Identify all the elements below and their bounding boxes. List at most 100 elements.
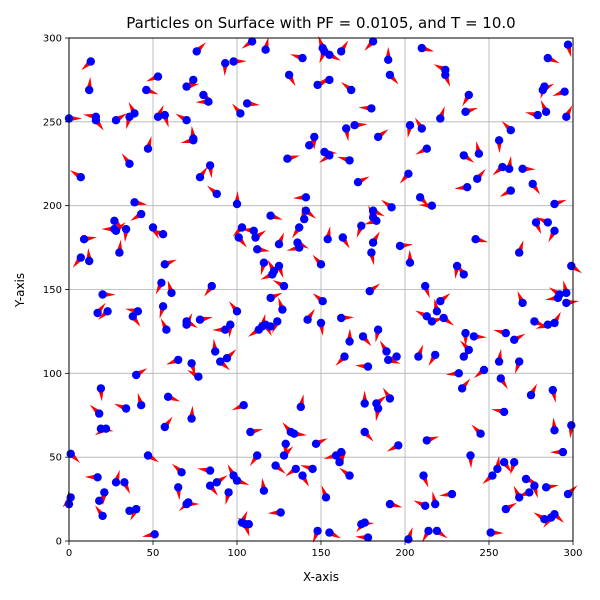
particle-point [325,75,334,85]
particle-point [387,203,396,212]
particle-point [530,481,539,490]
y-tick-label: 250 [43,117,62,128]
particle-point [199,90,208,100]
y-tick-label: 200 [43,201,62,212]
particle-point [340,352,349,361]
particle-point [318,297,327,306]
particle-point [452,261,462,271]
y-tick-label: 0 [56,537,62,548]
particle-point [325,50,334,59]
particle-point [316,260,326,269]
particle-point [548,385,557,395]
particle-point [120,478,129,487]
particle-point [345,471,354,480]
particle-point [360,518,369,527]
particle-point [79,235,89,244]
x-tick-label: 0 [66,548,72,559]
particle-point [259,258,269,267]
particle-point [121,404,131,413]
particle-point [194,372,203,381]
particle-point [432,307,442,316]
particle-point [558,447,568,457]
particle-point [103,307,112,316]
particle-point [473,174,482,183]
particle-point [110,216,119,225]
particle-point [236,109,245,118]
particle-point [550,510,559,519]
y-tick-label: 50 [49,453,62,464]
particle-point [153,112,163,122]
particle-point [347,85,356,95]
particle-point [130,109,139,118]
particle-point [493,464,502,474]
particle-point [563,489,573,499]
y-tick-label: 150 [43,285,62,296]
particle-point [95,409,104,418]
particle-point [424,526,433,536]
chart-title: Particles on Surface with PF = 0.0105, a… [126,14,515,32]
particle-point [501,504,510,514]
particle-point [98,511,107,521]
particle-point [471,235,480,244]
particle-point [266,211,275,220]
particle-point [253,451,262,460]
particle-point [160,260,169,269]
particle-point [274,261,284,271]
particle-point [463,183,472,192]
particle-point [466,451,475,460]
particle-point [421,281,430,291]
x-tick-label: 300 [563,548,582,559]
particle-point [66,449,75,458]
particle-point [385,70,395,80]
particle-point [163,392,173,401]
particle-point [301,193,311,202]
particle-point [281,439,290,448]
particle-point [232,307,242,316]
particle-point [204,97,213,106]
particle-point [211,347,220,356]
particle-point [247,37,257,46]
x-tick-label: 150 [311,548,330,559]
particle-point [226,320,235,329]
particle-point [205,466,215,475]
particle-point [100,488,109,497]
particle-point [459,270,468,279]
particle-point [338,233,347,242]
particle-point [187,414,196,423]
particle-point [563,40,573,49]
particle-point [184,498,193,507]
particle-point [505,164,514,173]
particle-point [261,45,270,54]
particle-point [321,493,331,502]
particle-point [550,226,559,235]
particle-point [373,404,383,413]
particle-point [531,218,541,227]
particle-point [305,141,314,150]
particle-point [337,447,346,457]
particle-point [142,85,151,95]
particle-point [436,114,445,123]
particle-point [244,520,253,529]
particle-point [157,278,166,287]
particle-point [515,357,524,366]
particle-point [567,421,576,430]
particle-point [316,318,326,328]
particle-point [212,189,221,199]
particle-point [506,186,515,195]
particle-point [461,328,470,338]
particle-point [363,362,373,371]
particle-point [392,352,401,361]
particle-point [494,136,504,145]
particle-point [365,287,374,296]
particle-point [368,37,378,46]
particle-point [541,483,551,492]
particle-point [385,499,395,509]
particle-point [540,515,549,524]
particle-point [506,126,515,135]
particle-point [96,384,106,393]
particle-point [432,526,442,536]
particle-point [415,193,425,202]
particle-point [271,461,280,470]
particle-point [459,151,468,160]
particle-point [357,221,366,230]
